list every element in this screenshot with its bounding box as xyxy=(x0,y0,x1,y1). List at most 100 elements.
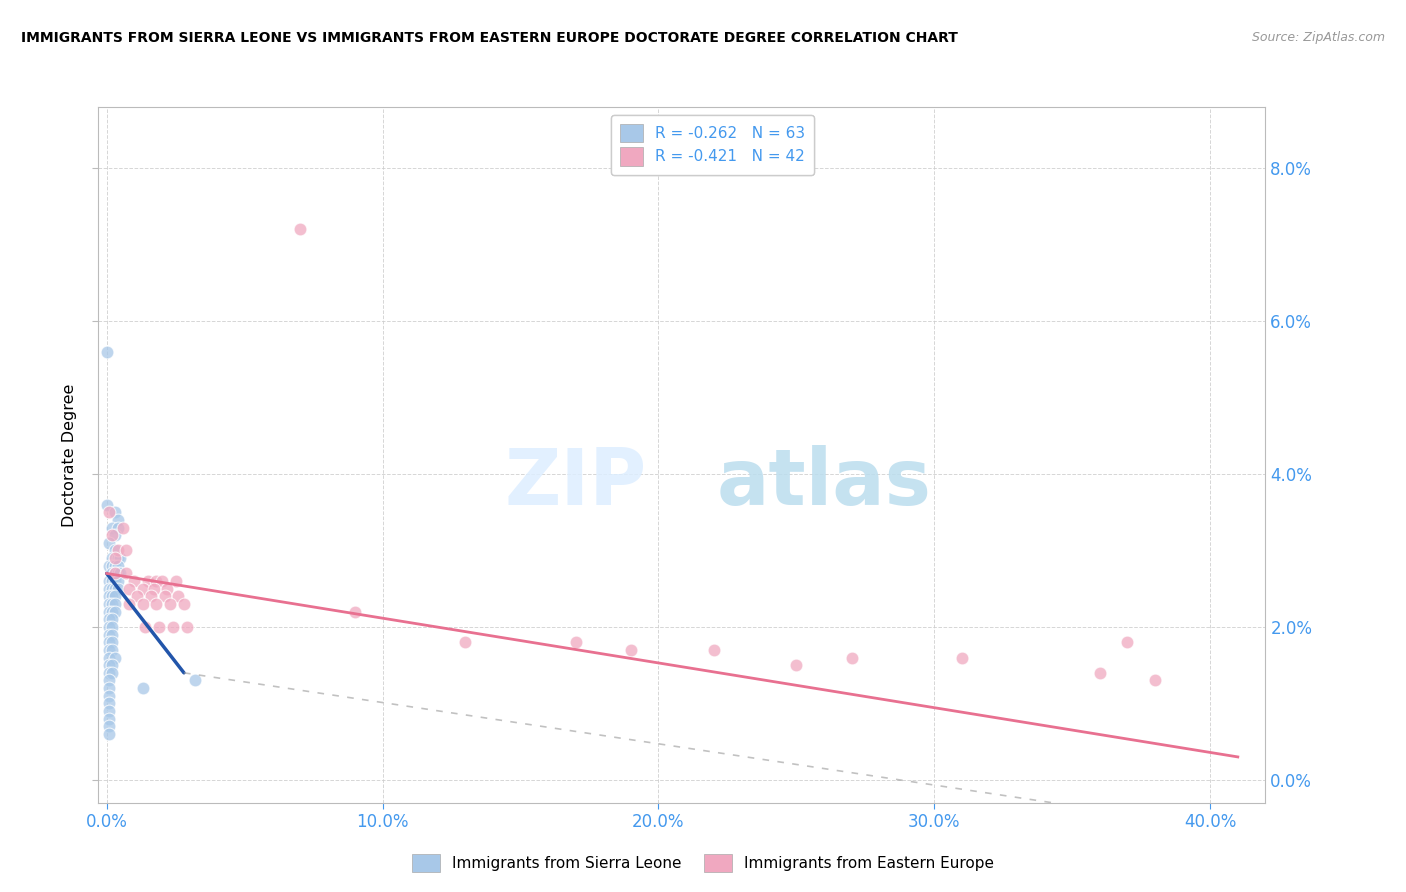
Point xyxy=(785,658,807,673)
Point xyxy=(115,566,138,581)
Point xyxy=(288,222,311,236)
Point xyxy=(101,612,124,626)
Point xyxy=(98,643,121,657)
Point xyxy=(139,590,162,604)
Point xyxy=(107,582,129,596)
Point xyxy=(104,558,127,573)
Point xyxy=(134,620,156,634)
Point xyxy=(101,520,124,534)
Point xyxy=(104,605,127,619)
Point xyxy=(101,528,124,542)
Point xyxy=(112,520,135,534)
Point xyxy=(98,574,121,588)
Point xyxy=(98,704,121,718)
Point xyxy=(101,558,124,573)
Point xyxy=(620,643,643,657)
Point xyxy=(101,605,124,619)
Point xyxy=(145,574,167,588)
Point xyxy=(98,620,121,634)
Point xyxy=(98,658,121,673)
Point xyxy=(101,566,124,581)
Point xyxy=(101,658,124,673)
Point xyxy=(101,597,124,611)
Point xyxy=(98,727,121,741)
Point xyxy=(131,582,153,596)
Point xyxy=(564,635,586,649)
Point xyxy=(124,574,146,588)
Point xyxy=(1088,665,1111,680)
Point xyxy=(165,574,187,588)
Point xyxy=(118,597,141,611)
Point xyxy=(162,620,184,634)
Point xyxy=(115,543,138,558)
Point xyxy=(1144,673,1167,688)
Point xyxy=(153,590,176,604)
Point xyxy=(98,635,121,649)
Legend: R = -0.262   N = 63, R = -0.421   N = 42: R = -0.262 N = 63, R = -0.421 N = 42 xyxy=(610,115,814,175)
Point xyxy=(101,590,124,604)
Point xyxy=(101,665,124,680)
Point xyxy=(184,673,207,688)
Point xyxy=(131,681,153,695)
Point xyxy=(104,566,127,581)
Point xyxy=(107,574,129,588)
Point xyxy=(125,590,148,604)
Point xyxy=(104,574,127,588)
Point xyxy=(101,627,124,641)
Point xyxy=(101,551,124,566)
Point xyxy=(159,597,181,611)
Point xyxy=(98,605,121,619)
Point xyxy=(104,528,127,542)
Point xyxy=(173,597,195,611)
Point xyxy=(98,697,121,711)
Point xyxy=(101,574,124,588)
Point xyxy=(176,620,198,634)
Point xyxy=(703,643,725,657)
Point xyxy=(104,582,127,596)
Point xyxy=(107,513,129,527)
Point xyxy=(148,620,170,634)
Point xyxy=(136,574,159,588)
Point xyxy=(98,597,121,611)
Point xyxy=(98,505,121,519)
Point xyxy=(98,650,121,665)
Point xyxy=(131,597,153,611)
Point xyxy=(98,582,121,596)
Point xyxy=(107,520,129,534)
Point xyxy=(104,597,127,611)
Y-axis label: Doctorate Degree: Doctorate Degree xyxy=(62,384,77,526)
Point xyxy=(841,650,863,665)
Point xyxy=(107,551,129,566)
Point xyxy=(96,344,118,359)
Point xyxy=(107,543,129,558)
Point xyxy=(104,650,127,665)
Point xyxy=(107,558,129,573)
Point xyxy=(156,582,179,596)
Point xyxy=(98,712,121,726)
Point xyxy=(454,635,477,649)
Point xyxy=(145,597,167,611)
Point xyxy=(98,719,121,733)
Point xyxy=(150,574,173,588)
Legend: Immigrants from Sierra Leone, Immigrants from Eastern Europe: Immigrants from Sierra Leone, Immigrants… xyxy=(405,846,1001,880)
Point xyxy=(98,673,121,688)
Text: IMMIGRANTS FROM SIERRA LEONE VS IMMIGRANTS FROM EASTERN EUROPE DOCTORATE DEGREE : IMMIGRANTS FROM SIERRA LEONE VS IMMIGRAN… xyxy=(21,31,957,45)
Text: atlas: atlas xyxy=(717,445,932,521)
Point xyxy=(118,582,141,596)
Point xyxy=(110,566,132,581)
Point xyxy=(98,665,121,680)
Point xyxy=(1116,635,1139,649)
Point xyxy=(98,612,121,626)
Point xyxy=(104,566,127,581)
Point xyxy=(104,590,127,604)
Point xyxy=(98,558,121,573)
Point xyxy=(110,551,132,566)
Point xyxy=(104,505,127,519)
Point xyxy=(98,689,121,703)
Point xyxy=(107,566,129,581)
Point xyxy=(104,543,127,558)
Point xyxy=(101,643,124,657)
Point xyxy=(101,582,124,596)
Point xyxy=(950,650,973,665)
Point xyxy=(96,498,118,512)
